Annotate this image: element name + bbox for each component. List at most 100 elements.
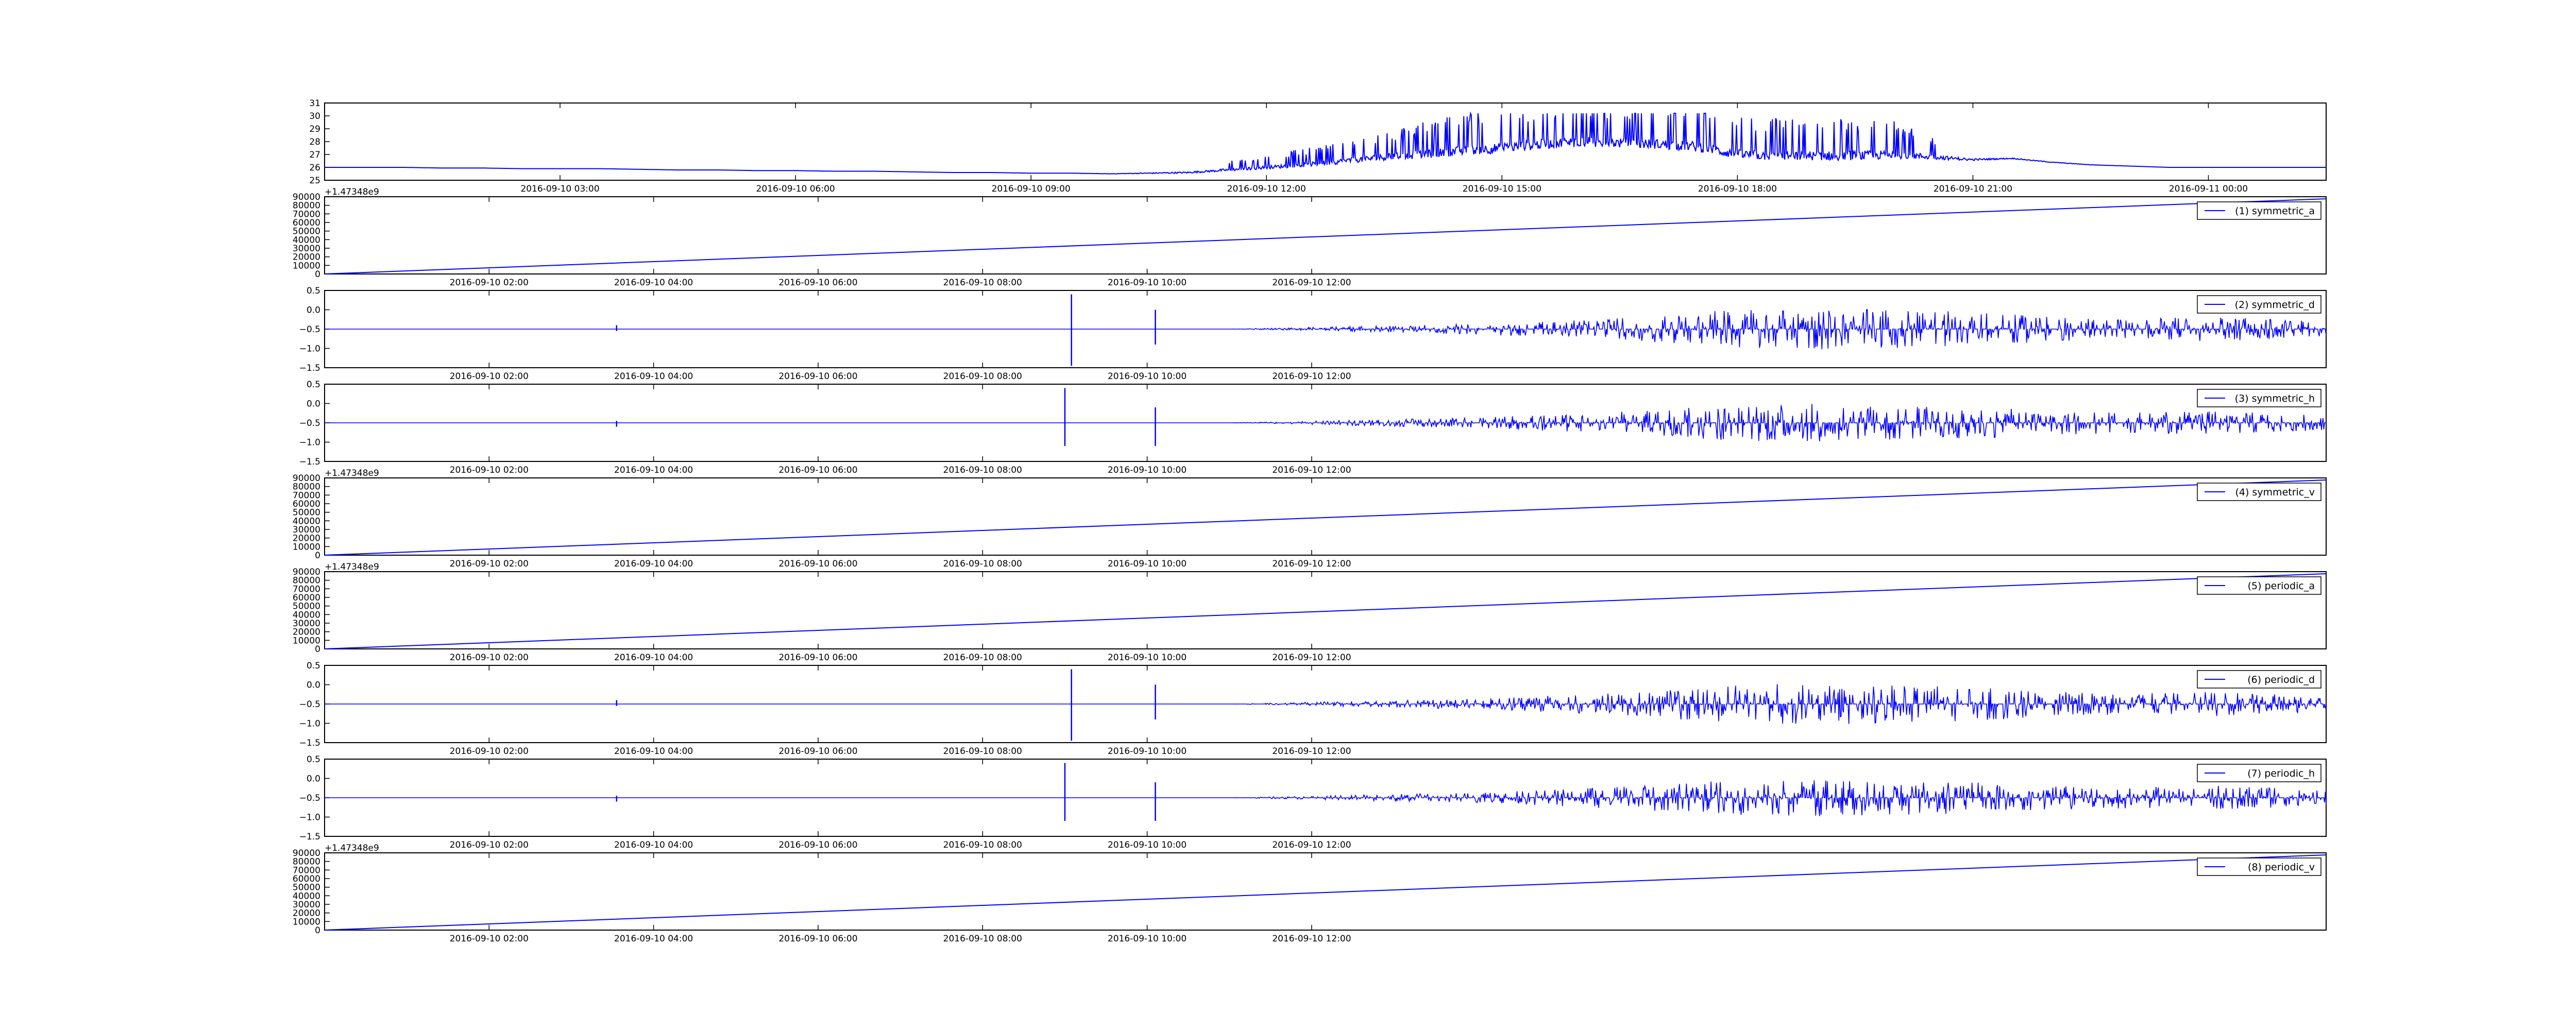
x-tick-label: 2016-09-11 00:00 [2169,184,2248,194]
y-tick-label: 80000 [293,576,320,586]
x-tick-label: 2016-09-10 10:00 [1108,371,1187,382]
y-tick-label: 31 [309,98,320,109]
y-tick-label: −0.5 [299,699,320,710]
x-tick-label: 2016-09-10 08:00 [943,559,1022,569]
y-tick-label: −1.5 [299,363,320,373]
y-tick-label: 30000 [293,244,320,254]
x-tick-label: 2016-09-10 02:00 [450,746,529,757]
x-tick-label: 2016-09-10 04:00 [614,278,693,288]
x-tick-label: 2016-09-10 06:00 [778,278,857,288]
legend: (1) symmetric_a [2197,201,2321,220]
x-tick-label: 2016-09-10 04:00 [614,653,693,663]
x-tick-label: 2016-09-10 06:00 [756,184,835,194]
x-tick-label: 2016-09-10 12:00 [1272,746,1351,757]
x-tick-label: 2016-09-10 12:00 [1272,559,1351,569]
panel-ramp-1: 0100002000030000400005000060000700008000… [293,187,2327,288]
legend-label: (8) periodic_v [2248,862,2315,873]
y-tick-label: 60000 [293,499,320,509]
x-tick-label: 2016-09-10 08:00 [943,465,1022,475]
axes-frame [324,477,2327,556]
y-tick-label: 0.5 [307,754,320,765]
y-tick-label: 10000 [293,917,320,927]
y-tick-label: 0.0 [307,774,320,784]
y-tick-label: 70000 [293,490,320,501]
y-tick-label: 0 [315,551,320,561]
y-tick-label: 50000 [293,508,320,518]
y-tick-label: −1.0 [299,719,320,729]
x-tick-label: 2016-09-10 12:00 [1272,934,1351,944]
y-tick-label: 40000 [293,235,320,245]
x-tick-label: 2016-09-10 06:00 [778,746,857,757]
x-tick-label: 2016-09-10 02:00 [450,465,529,475]
panel-ramp-5: 0100002000030000400005000060000700008000… [293,562,2327,663]
x-tick-label: 2016-09-10 06:00 [778,934,857,944]
series-line [325,404,2326,441]
x-tick-label: 2016-09-10 08:00 [943,934,1022,944]
y-tick-label: 0.5 [307,661,320,671]
legend-label: (7) periodic_h [2247,768,2315,779]
y-tick-label: 40000 [293,610,320,620]
x-tick-label: 2016-09-10 02:00 [450,278,529,288]
y-tick-label: 20000 [293,627,320,638]
x-tick-label: 2016-09-10 12:00 [1272,465,1351,475]
y-tick-label: 28 [309,137,320,147]
x-tick-label: 2016-09-10 04:00 [614,746,693,757]
y-tick-label: 60000 [293,874,320,884]
y-tick-label: 10000 [293,542,320,552]
x-tick-label: 2016-09-10 08:00 [943,278,1022,288]
y-tick-label: 0.0 [307,305,320,316]
panel-signal-6: −1.5 −1.0 −0.5 0.0 0.5 2016-09-10 02:00 2016-0… [299,661,2327,757]
series-line [325,684,2327,724]
x-tick-label: 2016-09-10 02:00 [450,934,529,944]
y-tick-label: 0.0 [307,399,320,409]
x-tick-label: 2016-09-10 04:00 [614,934,693,944]
x-tick-label: 2016-09-10 10:00 [1108,559,1187,569]
axis-offset-label: +1.47348e9 [325,187,379,197]
x-tick-label: 2016-09-10 03:00 [520,184,599,194]
x-tick-label: 2016-09-10 10:00 [1108,278,1187,288]
y-tick-label: 0 [315,644,320,655]
y-tick-label: 70000 [293,209,320,219]
x-tick-label: 2016-09-10 10:00 [1108,840,1187,850]
y-tick-label: −1.5 [299,738,320,748]
y-tick-label: 50000 [293,602,320,612]
series-line [324,854,2327,931]
y-tick-label: 90000 [293,567,320,577]
y-tick-label: 10000 [293,261,320,271]
legend-label: (6) periodic_d [2247,674,2315,685]
x-tick-label: 2016-09-10 02:00 [450,840,529,850]
y-tick-label: −1.0 [299,813,320,823]
y-tick-label: 20000 [293,908,320,919]
y-tick-label: −1.5 [299,832,320,842]
y-tick-label: 60000 [293,218,320,228]
y-tick-label: 60000 [293,593,320,603]
y-tick-label: 0 [315,269,320,280]
axes-frame [324,852,2327,931]
x-tick-label: 2016-09-10 12:00 [1272,371,1351,382]
y-tick-label: 30 [309,111,320,122]
y-tick-label: −1.0 [299,344,320,354]
x-tick-label: 2016-09-10 02:00 [450,559,529,569]
axis-offset-label: +1.47348e9 [325,562,379,572]
axes-frame [324,571,2327,649]
y-tick-label: 40000 [293,891,320,901]
axis-offset-label: +1.47348e9 [325,843,379,853]
y-tick-label: 0.5 [307,286,320,296]
series-line [324,479,2327,556]
x-tick-label: 2016-09-10 10:00 [1108,746,1187,757]
y-tick-label: −0.5 [299,793,320,803]
legend: (4) symmetric_v [2197,483,2321,501]
y-tick-label: 0.5 [307,380,320,390]
y-tick-label: −0.5 [299,418,320,428]
legend-label: (1) symmetric_a [2235,205,2315,217]
y-tick-label: 0.0 [307,680,320,691]
legend-label: (3) symmetric_h [2235,393,2315,404]
y-tick-label: 25 [309,176,320,186]
y-tick-label: 30000 [293,525,320,535]
x-tick-label: 2016-09-10 21:00 [1934,184,2012,194]
x-tick-label: 2016-09-10 06:00 [778,559,857,569]
legend-label: (2) symmetric_d [2235,299,2315,311]
x-tick-label: 2016-09-10 12:00 [1272,278,1351,288]
axes-frame [324,196,2327,274]
